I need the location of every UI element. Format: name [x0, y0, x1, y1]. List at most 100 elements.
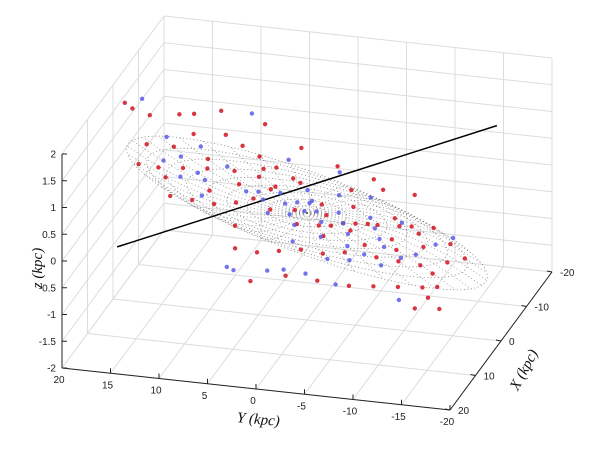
y-tick-label: 0: [250, 396, 256, 407]
data-point: [147, 113, 152, 118]
mesh-spoke: [306, 186, 353, 214]
data-point: [371, 177, 376, 182]
data-point: [202, 177, 208, 183]
y-tick-label: 15: [102, 380, 114, 391]
data-point: [351, 204, 356, 210]
data-point: [389, 237, 394, 242]
data-point: [298, 180, 303, 186]
data-point: [244, 189, 249, 194]
data-point: [347, 258, 352, 263]
data-point: [265, 210, 270, 216]
data-point: [325, 256, 330, 262]
data-point: [224, 264, 229, 270]
mesh-spoke: [306, 212, 488, 273]
warp-line: [116, 124, 498, 248]
z-tick-label: -0.5: [39, 283, 57, 294]
data-point: [409, 224, 414, 229]
x-tick-mark: [521, 305, 527, 307]
mesh-spoke: [159, 185, 308, 219]
data-point: [287, 212, 292, 217]
data-point: [319, 202, 324, 207]
mesh-spoke: [306, 204, 435, 228]
data-point: [231, 268, 236, 273]
mesh-ring: [146, 147, 468, 279]
mesh-spoke: [204, 211, 308, 227]
data-point: [445, 260, 450, 265]
data-point: [398, 255, 404, 261]
data-point: [156, 165, 161, 170]
data-point: [161, 158, 166, 163]
data-point: [380, 187, 386, 192]
mesh-spoke: [306, 207, 455, 241]
data-point: [298, 247, 304, 252]
data-point: [346, 283, 352, 288]
mesh-spoke: [290, 164, 308, 214]
mesh-ring: [246, 192, 368, 234]
mesh-spoke: [132, 162, 308, 215]
mesh-spoke: [306, 212, 324, 262]
y-tick-label: -5: [297, 401, 306, 412]
data-point: [199, 193, 204, 198]
y-tick-label: 5: [202, 391, 208, 402]
y-tick-label: -15: [391, 412, 406, 423]
data-point: [462, 256, 467, 261]
data-point: [421, 244, 426, 250]
x-tick-mark: [470, 374, 476, 376]
data-point: [205, 166, 210, 171]
data-point: [435, 284, 440, 290]
data-point: [292, 207, 297, 213]
data-points: [122, 96, 467, 312]
data-point: [342, 250, 347, 255]
mesh-spoke: [306, 211, 482, 264]
x-tick-label: 20: [458, 406, 470, 417]
data-point: [168, 193, 173, 199]
axis-ticks: 21.510.50-0.5-1-1.5-220 15 10 5 0 -5 -10 -15 -20…: [39, 150, 575, 429]
data-point: [307, 200, 312, 206]
z-tick-label: 1.5: [42, 176, 56, 187]
mesh-spoke: [306, 199, 410, 215]
data-point: [295, 200, 300, 205]
grid-line: [138, 264, 527, 307]
data-point: [433, 242, 438, 247]
data-point: [430, 271, 435, 276]
data-point: [368, 195, 373, 200]
data-point: [305, 187, 310, 193]
data-point: [232, 246, 238, 251]
data-point: [374, 255, 379, 260]
data-point: [368, 215, 373, 220]
data-point: [211, 201, 217, 207]
data-point: [130, 106, 135, 111]
data-point: [399, 220, 405, 225]
data-point: [318, 234, 323, 239]
y-axis-label: Y (kpc): [236, 410, 280, 430]
data-point: [256, 174, 262, 179]
data-point: [448, 241, 453, 247]
data-point: [265, 268, 270, 273]
data-point: [371, 284, 376, 289]
mesh-spoke: [306, 212, 385, 280]
data-point: [163, 175, 168, 180]
data-point: [378, 263, 384, 268]
data-point: [281, 267, 286, 272]
data-point: [261, 166, 266, 171]
data-point: [345, 243, 350, 249]
data-point: [333, 282, 338, 287]
data-point: [278, 190, 283, 196]
data-point: [397, 224, 402, 229]
data-point: [341, 221, 346, 226]
data-point: [337, 170, 342, 175]
data-point: [257, 154, 262, 159]
z-tick-label: 0.5: [42, 230, 56, 241]
data-point: [219, 108, 224, 114]
data-point: [195, 170, 200, 175]
data-point: [236, 182, 242, 187]
z-tick-label: -2: [47, 364, 56, 375]
mesh-spoke: [261, 212, 308, 240]
data-point: [268, 207, 273, 212]
data-point: [377, 236, 382, 242]
data-point: [394, 247, 399, 253]
node-line: [116, 124, 498, 248]
data-point: [286, 157, 291, 162]
data-point: [191, 131, 196, 137]
